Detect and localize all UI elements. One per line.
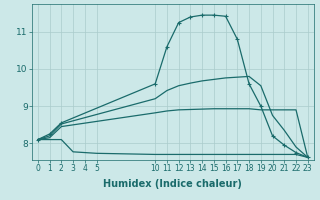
X-axis label: Humidex (Indice chaleur): Humidex (Indice chaleur) (103, 179, 242, 189)
